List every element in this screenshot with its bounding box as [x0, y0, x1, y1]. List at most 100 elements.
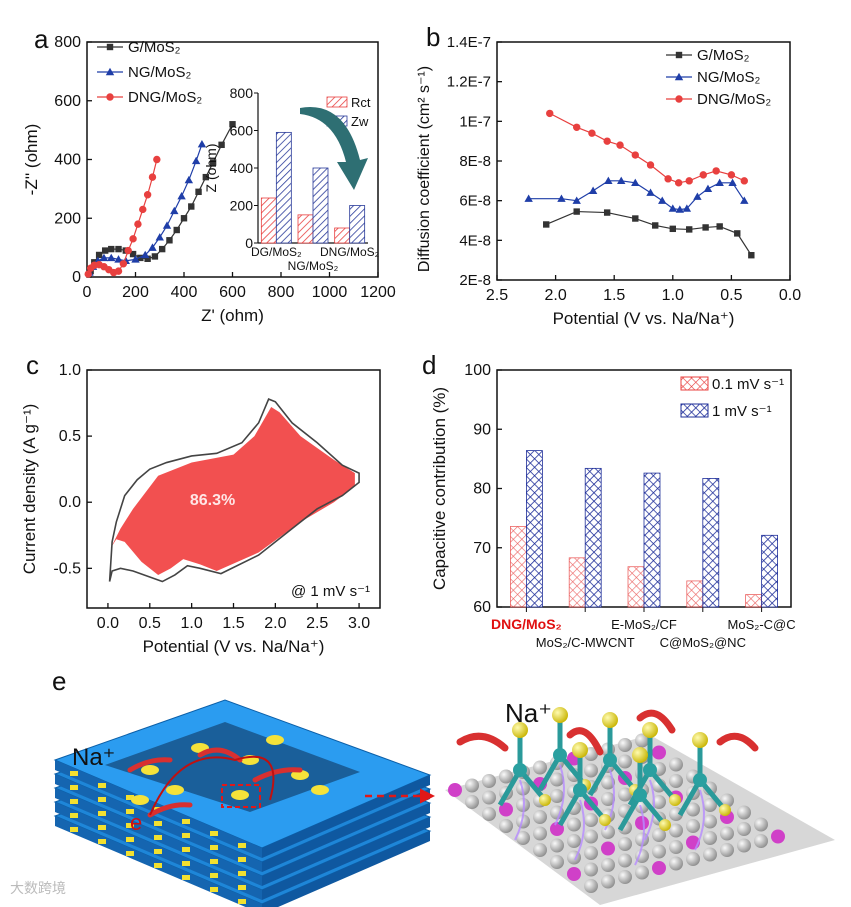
data-point-circle	[106, 93, 114, 101]
data-point-triangle	[131, 255, 140, 263]
mos2-crystal	[126, 809, 134, 814]
x-tick-label: 0.5	[139, 615, 161, 632]
data-point-square	[180, 215, 188, 222]
data-point-square	[137, 254, 144, 262]
y-tick-label: 4E-8	[459, 232, 491, 249]
mos2-crystal	[70, 785, 78, 790]
y-tick-label: 1E-7	[459, 113, 491, 130]
y-tick-label: -0.5	[53, 560, 81, 577]
carbon-atom	[482, 790, 496, 805]
scan-rate-note: @ 1 mV s⁻¹	[291, 583, 370, 600]
category-label: C@MoS₂@NC	[660, 635, 746, 650]
carbon-atom	[465, 778, 479, 793]
data-point-square	[675, 51, 683, 59]
carbon-atom	[533, 826, 547, 841]
legend-label: NG/MoS₂	[128, 64, 192, 81]
y-tick-label: 600	[54, 93, 81, 110]
carbon-atom	[669, 856, 683, 871]
carbon-atom	[533, 760, 547, 775]
mos2-flake	[291, 770, 309, 780]
mos2-crystal	[182, 833, 190, 838]
layer-edge	[262, 789, 430, 872]
s-atom	[512, 722, 528, 738]
data-point-circle	[740, 177, 748, 185]
inset-bar	[312, 167, 329, 244]
exposed-interlayer	[105, 722, 360, 812]
y-tick-label: 1.0	[59, 362, 81, 379]
data-point-triangle	[197, 140, 207, 148]
x-axis-label: Potential (V vs. Na/Na⁺)	[553, 309, 735, 328]
carbon-atom	[703, 814, 717, 829]
carbon-atom	[482, 774, 496, 788]
schematic-e: Na⁺ e Na⁺	[53, 698, 835, 907]
data-point-triangle	[675, 205, 685, 213]
carbon-atom	[550, 855, 564, 869]
data-point-triangle	[105, 67, 115, 76]
data-point-circle	[572, 123, 581, 131]
x-tick-label: 1000	[312, 284, 348, 301]
na-ion-label-right: Na⁺	[505, 698, 552, 728]
mos2-flake	[266, 735, 284, 745]
data-point-triangle	[715, 178, 724, 187]
category-label: DNG/MoS₂	[491, 616, 562, 632]
mos2-crystal	[154, 835, 162, 840]
data-point-circle	[588, 129, 596, 137]
carbon-atom	[635, 832, 649, 847]
inset-y-tick-label: 0	[245, 235, 253, 251]
x-tick-label: 2.5	[306, 615, 328, 632]
mos2-crystal	[238, 871, 246, 876]
bar	[686, 580, 704, 608]
x-tick-label: 2.0	[544, 287, 566, 304]
inset-y-axis-label: Z (ohm)	[203, 144, 219, 193]
na-ion-trajectory	[716, 732, 759, 752]
legend-label: NG/MoS₂	[697, 69, 761, 86]
ion-path-arrow	[197, 747, 243, 763]
mos2-crystal	[70, 813, 78, 818]
x-tick-label: 1.0	[662, 287, 684, 304]
data-point-square	[166, 237, 173, 244]
data-point-triangle	[170, 206, 179, 215]
carbon-atom	[669, 823, 683, 838]
electron-flow	[574, 799, 585, 861]
mos2-crystal	[210, 845, 218, 850]
y-tick-label: 90	[473, 421, 491, 438]
carbon-atom	[737, 838, 751, 853]
chart-d-capacitive: 60 70 80 90 100 Capacitive contribution (%) DN…	[430, 362, 796, 650]
chart-a-eis: 0 200 400 600 800 0 200 400 600 800 1000 1200 Z' (oh…	[22, 34, 396, 325]
carbon-atom	[703, 798, 717, 812]
s-atom	[659, 819, 671, 831]
mos2-crystal	[126, 851, 134, 856]
carbon-atom	[686, 852, 700, 866]
chart-b-diffusion: 2E-8 4E-8 6E-8 8E-8 1E-7 1.2E-7 1.4E-7 2.5 2.0 1.…	[416, 34, 801, 328]
s-atom	[692, 732, 708, 748]
carbon-atom	[448, 783, 462, 797]
carbon-atom	[601, 858, 615, 872]
carbon-atom	[669, 774, 683, 788]
x-tick-label: 3.0	[348, 615, 370, 632]
mos2-crystal	[126, 823, 134, 828]
mos2-crystal	[182, 861, 190, 866]
carbon-atom	[482, 807, 496, 821]
carbon-atom	[499, 802, 513, 817]
inset-bar	[260, 197, 277, 244]
y-tick-label: 100	[464, 362, 491, 379]
data-point-triangle	[617, 176, 626, 185]
data-point-circle	[674, 179, 683, 187]
data-point-circle	[546, 109, 554, 118]
s-atom	[632, 747, 648, 763]
data-point-circle	[664, 175, 672, 183]
data-point-square	[573, 208, 580, 215]
panel-label-c: c	[26, 350, 39, 380]
inset-legend-label: Rct	[351, 95, 371, 110]
data-point-triangle	[184, 175, 194, 184]
mos2-crystal	[70, 827, 78, 832]
mos2-crystal	[210, 873, 218, 878]
mos2-crystal	[182, 819, 190, 824]
panel-label-a: a	[34, 24, 49, 54]
series-line	[545, 210, 752, 256]
y-tick-label: 0.0	[59, 494, 81, 511]
data-point-square	[151, 253, 159, 260]
bar	[627, 566, 645, 608]
carbon-atom	[652, 861, 666, 875]
inset-y-tick-label: 400	[230, 160, 254, 176]
